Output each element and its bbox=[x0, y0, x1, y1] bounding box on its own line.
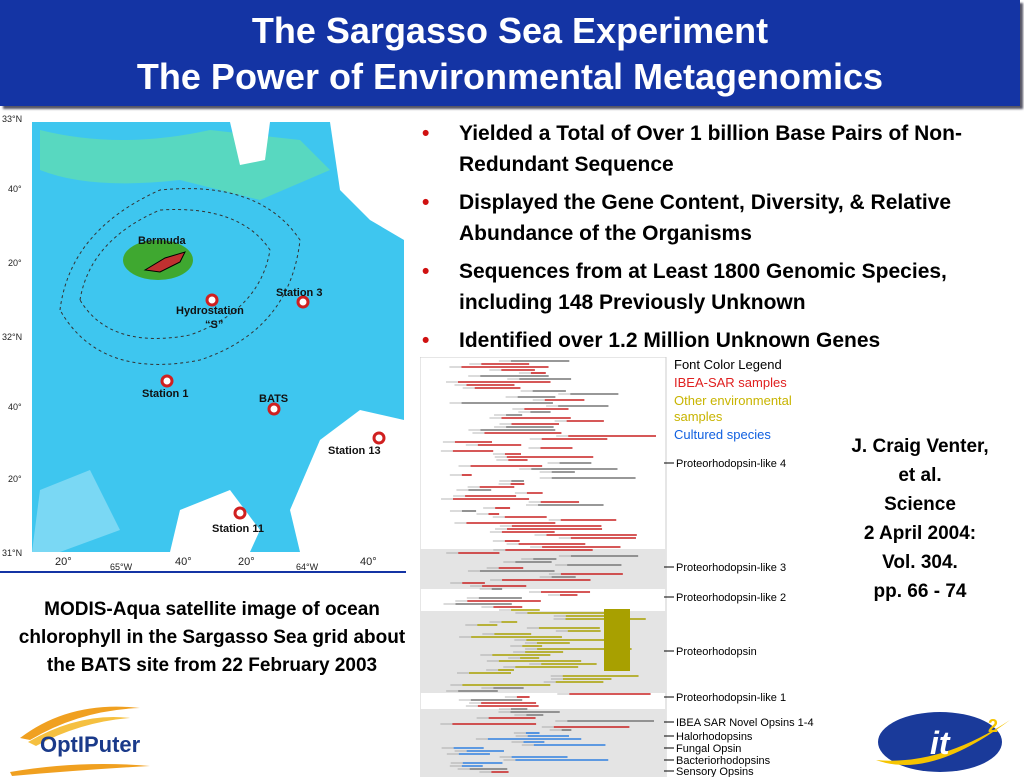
phylogenetic-tree: Proteorhodopsin-like 4 Proteorhodopsin-li… bbox=[420, 357, 814, 777]
optiputer-logo: OptIPuter bbox=[10, 706, 150, 776]
lon-label: 40° bbox=[175, 556, 192, 568]
place-label: “S” bbox=[205, 319, 223, 331]
water-patch bbox=[32, 470, 120, 552]
logo-ellipse bbox=[878, 712, 1002, 772]
clade-label: Proteorhodopsin-like 1 bbox=[676, 692, 786, 704]
lat-label: 31°N bbox=[2, 548, 22, 558]
bermuda-shelf bbox=[123, 240, 193, 280]
header: The Sargasso Sea Experiment The Power of… bbox=[0, 0, 1020, 106]
citation-line: 2 April 2004: bbox=[863, 523, 977, 544]
title-line: The Power of Environmental Metagenomics bbox=[136, 56, 884, 97]
clade-block bbox=[604, 609, 630, 671]
station-marker bbox=[372, 431, 386, 445]
cloud bbox=[290, 410, 404, 552]
lon-label: 40° bbox=[360, 556, 377, 568]
legend-entry: Other environmental samples bbox=[674, 393, 792, 424]
bullet: Yielded a Total of Over 1 billion Base P… bbox=[418, 118, 1018, 180]
place-label: Bermuda bbox=[138, 235, 187, 247]
title-line: The Sargasso Sea Experiment bbox=[251, 10, 769, 51]
clade-label: IBEA SAR Novel Opsins 1-4 bbox=[676, 717, 814, 729]
place-label: BATS bbox=[259, 393, 288, 405]
bullet-list: Yielded a Total of Over 1 billion Base P… bbox=[418, 118, 1018, 363]
legend-entry: IBEA-SAR samples bbox=[674, 375, 787, 390]
place-label: Station 1 bbox=[142, 388, 188, 400]
citation-line: et al. bbox=[898, 465, 942, 486]
clade-label: Proteorhodopsin-like 4 bbox=[676, 458, 786, 470]
legend-title: Font Color Legend bbox=[674, 357, 782, 372]
lat-label: 33°N bbox=[2, 114, 22, 124]
station-marker bbox=[233, 506, 247, 520]
contour bbox=[79, 209, 271, 339]
lat-label: 40° bbox=[8, 184, 22, 194]
contour bbox=[59, 188, 301, 365]
lat-label: 32°N bbox=[2, 332, 22, 342]
place-label: Station 11 bbox=[212, 523, 264, 535]
stations bbox=[160, 293, 386, 520]
lon-label: 20° bbox=[238, 556, 255, 568]
clade-label: Proteorhodopsin-like 3 bbox=[676, 562, 786, 574]
swoosh bbox=[28, 717, 130, 746]
logo-text: OptIPuter bbox=[40, 732, 141, 757]
cloud bbox=[170, 490, 260, 552]
station-marker bbox=[205, 293, 219, 307]
clade-label: Sensory Opsins bbox=[676, 766, 754, 777]
place-label: Hydrostation bbox=[176, 305, 244, 317]
map: Bermuda Hydrostation “S” Station 3 Stati… bbox=[0, 114, 406, 573]
citation-line: Science bbox=[884, 494, 956, 515]
bullet: Identified over 1.2 Million Unknown Gene… bbox=[418, 325, 1018, 356]
swoosh bbox=[20, 706, 140, 740]
swoosh bbox=[876, 720, 1010, 765]
lat-label: 20° bbox=[8, 474, 22, 484]
clade-label: Bacteriorhodopsins bbox=[676, 755, 771, 767]
tree-legend: Font Color Legend IBEA-SAR samples Other… bbox=[674, 357, 814, 443]
bullet: Sequences from at Least 1800 Genomic Spe… bbox=[418, 256, 1018, 318]
clade-label: Halorhodopsins bbox=[676, 731, 753, 743]
citation-line: Vol. 304. bbox=[882, 552, 958, 573]
clade-label: Fungal Opsin bbox=[676, 743, 741, 755]
citation: J. Craig Venter, et al. Science 2 April … bbox=[820, 432, 1020, 606]
logo-sup: 2 bbox=[988, 716, 998, 736]
logo-text: it bbox=[930, 725, 951, 761]
clade-label: Proteorhodopsin-like 2 bbox=[676, 592, 786, 604]
lat-label: 40° bbox=[8, 402, 22, 412]
lon-label: 20° bbox=[55, 556, 72, 568]
lon-label: 65°W bbox=[110, 562, 133, 572]
place-label: Station 3 bbox=[276, 287, 322, 299]
place-label: Station 13 bbox=[328, 445, 381, 457]
clade-band bbox=[420, 709, 666, 777]
lat-label: 20° bbox=[8, 258, 22, 268]
station-marker bbox=[296, 295, 310, 309]
map-caption: MODIS-Aqua satellite image of ocean chlo… bbox=[18, 599, 406, 676]
cloud bbox=[230, 122, 270, 165]
station-marker bbox=[267, 402, 281, 416]
swoosh bbox=[10, 764, 150, 776]
clade-label: Proteorhodopsin bbox=[676, 646, 757, 658]
lon-label: 64°W bbox=[296, 562, 319, 572]
bullet: Displayed the Gene Content, Diversity, &… bbox=[418, 187, 1018, 249]
citation-line: pp. 66 - 74 bbox=[873, 581, 967, 602]
station-marker bbox=[160, 374, 174, 388]
cloud bbox=[330, 122, 404, 240]
citation-line: J. Craig Venter, bbox=[851, 436, 989, 457]
it2-logo: it 2 bbox=[876, 712, 1010, 772]
legend-entry: Cultured species bbox=[674, 427, 771, 442]
island bbox=[143, 251, 186, 273]
